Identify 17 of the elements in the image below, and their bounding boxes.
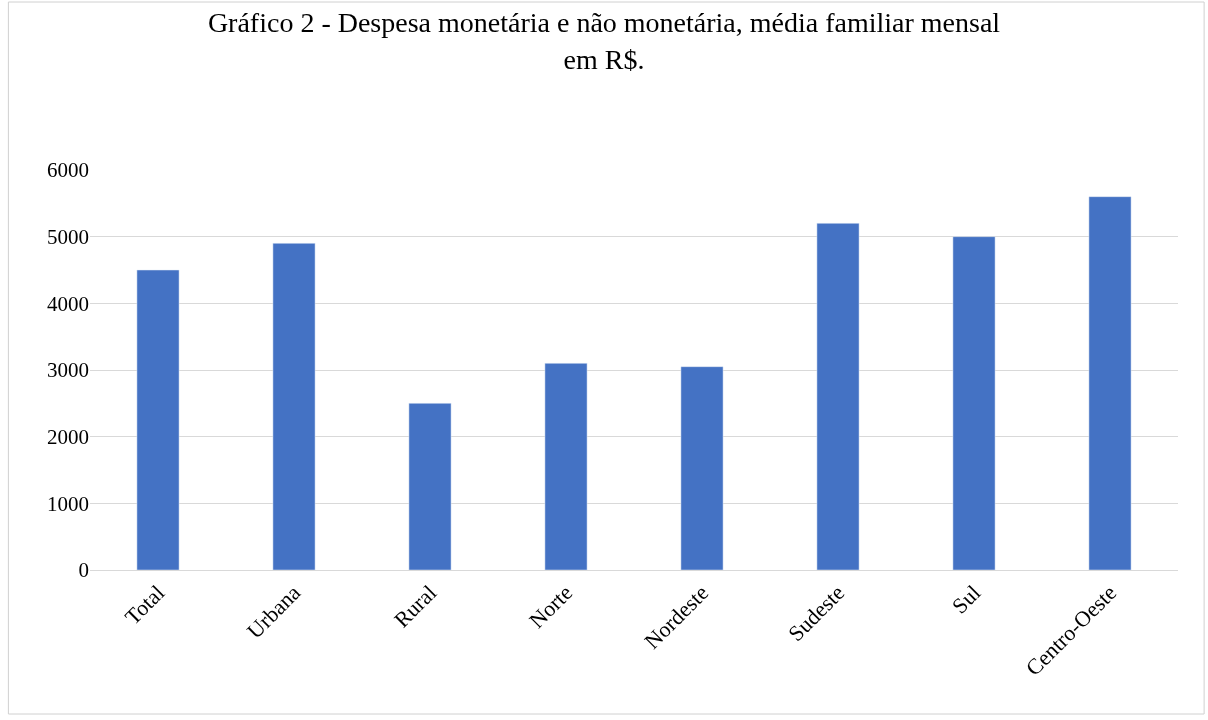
chart-title: Gráfico 2 - Despesa monetária e não monetária, média familiar mensal em R$. — [207, 7, 1001, 75]
x-tick-label: Sul — [946, 580, 986, 619]
bar — [272, 243, 316, 570]
bar — [680, 366, 724, 570]
bar — [136, 269, 180, 570]
bar — [1088, 196, 1132, 570]
bar — [408, 403, 452, 570]
y-tick-label: 1000 — [47, 491, 89, 516]
bar — [544, 363, 588, 570]
y-tick-label: 4000 — [47, 291, 89, 316]
y-tick-label: 2000 — [47, 425, 89, 450]
y-tick-label: 6000 — [47, 158, 89, 183]
y-tick-label: 0 — [78, 558, 89, 583]
y-tick-label: 5000 — [47, 225, 89, 250]
bar — [952, 236, 996, 570]
bar — [816, 223, 860, 570]
y-tick-label: 3000 — [47, 358, 89, 383]
